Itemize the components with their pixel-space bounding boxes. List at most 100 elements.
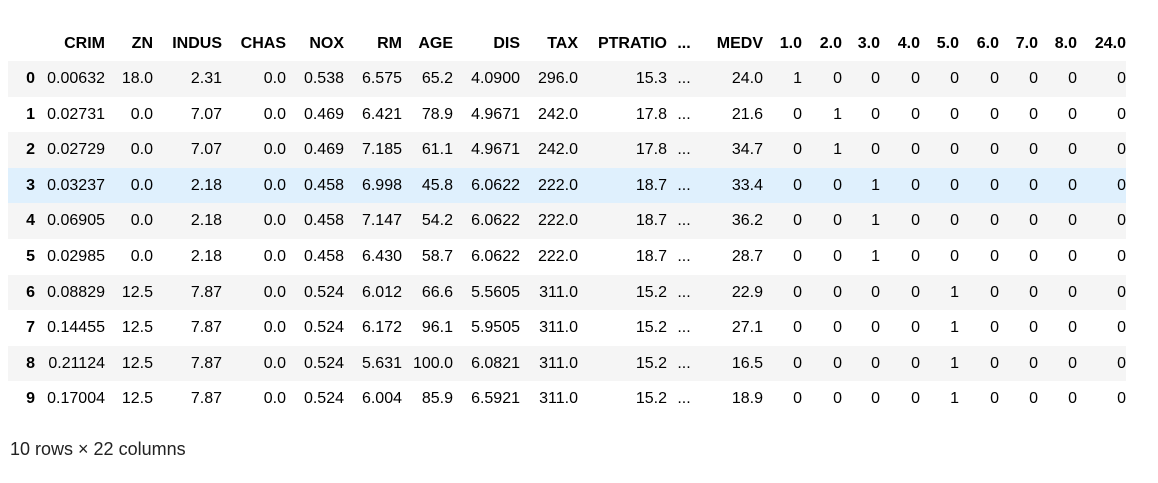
table-cell: 54.2 <box>421 212 453 230</box>
table-cell: 0.469 <box>303 105 344 123</box>
table-cell: 21.6 <box>731 105 763 123</box>
table-cell: 22.9 <box>731 283 763 301</box>
index-header <box>8 26 35 61</box>
table-cell: 0 <box>1029 212 1038 230</box>
table-cell: 6.575 <box>361 70 402 87</box>
table-cell: ... <box>677 141 691 159</box>
table-cell: 0 <box>1068 247 1077 265</box>
table-cell: 0 <box>911 212 920 230</box>
table-cell: 0 <box>1029 354 1038 372</box>
column-header: 1.0 <box>779 35 802 52</box>
table-cell: 17.8 <box>635 105 667 123</box>
table-cell: 0.0 <box>130 105 153 123</box>
table-cell: 0 <box>1117 141 1126 159</box>
table-cell: 0.02731 <box>47 105 105 123</box>
column-header: 3.0 <box>857 35 880 52</box>
table-cell: 12.5 <box>121 354 153 372</box>
row-index: 7 <box>26 319 35 337</box>
row-index: 0 <box>26 70 35 87</box>
table-cell: 5.5605 <box>471 283 520 301</box>
table-cell: 6.012 <box>361 283 402 301</box>
table-cell: 0 <box>1068 70 1077 87</box>
table-cell: 0 <box>833 70 842 87</box>
table-cell: 17.8 <box>635 141 667 159</box>
table-cell: 0 <box>990 247 999 265</box>
table-cell: 0.458 <box>303 247 344 265</box>
table-cell: 0 <box>1117 212 1126 230</box>
table-cell: 0 <box>793 390 802 408</box>
table-cell: 296.0 <box>537 70 578 87</box>
table-cell: 4.9671 <box>471 141 520 159</box>
table-cell: 34.7 <box>731 141 763 159</box>
table-cell: 18.0 <box>121 70 153 87</box>
table-cell: 18.9 <box>731 390 763 408</box>
table-cell: 0.469 <box>303 141 344 159</box>
column-header: TAX <box>547 35 578 52</box>
table-cell: 0.0 <box>130 141 153 159</box>
column-header: NOX <box>309 35 344 52</box>
table-cell: 0.17004 <box>47 390 105 408</box>
table-cell: 7.07 <box>190 141 222 159</box>
row-index: 4 <box>26 212 35 230</box>
table-cell: 1 <box>950 390 959 408</box>
table-cell: 7.87 <box>190 390 222 408</box>
column-header: 4.0 <box>897 35 920 52</box>
table-cell: 5.631 <box>361 354 402 372</box>
column-header: 24.0 <box>1094 35 1126 52</box>
table-cell: 0.524 <box>303 354 344 372</box>
table-cell: 28.7 <box>731 247 763 265</box>
dataframe-table: CRIM ZN INDUS CHAS NOX RM AGE DIS TAX PTRATIO... M… <box>8 26 1126 417</box>
table-cell: 0 <box>871 141 880 159</box>
table-cell: 1 <box>833 105 842 123</box>
table-cell: 12.5 <box>121 390 153 408</box>
table-cell: 61.1 <box>421 141 453 159</box>
table-cell: 7.185 <box>361 141 402 159</box>
table-cell: 1 <box>871 247 880 265</box>
table-cell: 0 <box>1068 176 1077 194</box>
table-row: 5 0.02985 0.0 2.18 0.0 0.458 6.430 58.7 6.0622 22… <box>8 239 1126 275</box>
row-index: 6 <box>26 283 35 301</box>
column-header: DIS <box>493 35 520 52</box>
table-cell: 0.458 <box>303 212 344 230</box>
table-cell: 0 <box>833 247 842 265</box>
table-cell: 0.0 <box>263 212 286 230</box>
table-cell: 0.0 <box>263 176 286 194</box>
table-row: 4 0.06905 0.0 2.18 0.0 0.458 7.147 54.2 6.0622 22… <box>8 203 1126 239</box>
table-cell: 36.2 <box>731 212 763 230</box>
table-cell: ... <box>677 354 691 372</box>
table-row: 8 0.21124 12.5 7.87 0.0 0.524 5.631 100.0 6.0821… <box>8 345 1126 382</box>
table-cell: 0 <box>1029 283 1038 301</box>
table-cell: 0 <box>911 105 920 123</box>
table-body: 0 0.00632 18.0 2.31 0.0 0.538 6.575 65.2 4.0900 2… <box>8 61 1126 417</box>
table-cell: 7.87 <box>190 319 222 337</box>
table-cell: 0 <box>871 105 880 123</box>
table-cell: 6.0622 <box>471 247 520 265</box>
table-cell: 0 <box>950 176 959 194</box>
table-cell: 16.5 <box>731 354 763 372</box>
table-cell: 0.0 <box>263 390 286 408</box>
table-cell: 0.02729 <box>47 141 105 159</box>
table-cell: 0 <box>1117 354 1126 372</box>
table-cell: 18.7 <box>635 247 667 265</box>
table-cell: 0 <box>1029 141 1038 159</box>
table-cell: ... <box>677 283 691 301</box>
table-cell: 6.998 <box>361 176 402 194</box>
table-cell: 85.9 <box>421 390 453 408</box>
table-cell: 12.5 <box>121 283 153 301</box>
column-header: 6.0 <box>976 35 999 52</box>
table-cell: 6.0821 <box>471 354 520 372</box>
table-cell: 0 <box>793 212 802 230</box>
table-cell: 18.7 <box>635 212 667 230</box>
table-cell: 0 <box>1068 105 1077 123</box>
table-cell: 1 <box>950 319 959 337</box>
table-cell: 6.172 <box>361 319 402 337</box>
table-cell: 65.2 <box>421 70 453 87</box>
table-cell: 0 <box>871 390 880 408</box>
table-cell: 58.7 <box>421 247 453 265</box>
column-header: PTRATIO <box>597 35 667 52</box>
table-cell: 2.31 <box>190 70 222 87</box>
table-cell: 0.0 <box>263 70 286 87</box>
table-cell: 0 <box>1117 70 1126 87</box>
table-cell: 0 <box>911 319 920 337</box>
table-cell: 0 <box>833 390 842 408</box>
